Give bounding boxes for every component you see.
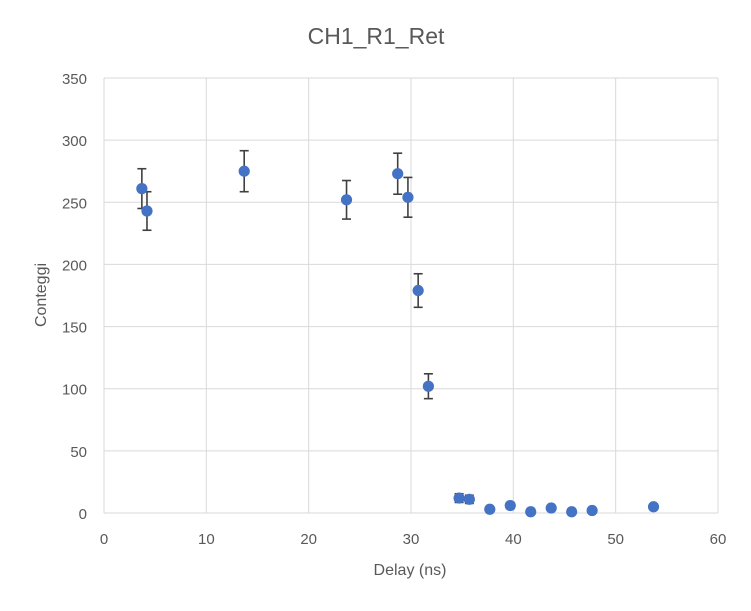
- data-point: [402, 191, 414, 203]
- y-tick-label: 50: [70, 444, 87, 461]
- data-point: [453, 492, 465, 504]
- tick-labels: 0 50 100 150 200 250 300 350 0 10 20 30 40 50 60: [62, 71, 726, 548]
- y-tick-label: 300: [62, 133, 87, 150]
- chart-title: CH1_R1_Ret: [308, 23, 445, 49]
- data-point: [238, 165, 250, 177]
- x-tick-label: 0: [100, 531, 108, 548]
- data-point: [392, 168, 404, 180]
- x-axis-label: Delay (ns): [374, 562, 447, 579]
- data-point: [340, 194, 353, 206]
- gridlines: [103, 77, 719, 514]
- data-point: [525, 506, 537, 518]
- y-tick-label: 150: [62, 320, 87, 337]
- x-tick-label: 50: [607, 531, 624, 548]
- error-bars: [137, 149, 659, 514]
- x-tick-label: 60: [710, 531, 727, 548]
- y-tick-label: 250: [62, 195, 87, 212]
- x-tick-label: 20: [300, 531, 317, 548]
- y-tick-label: 100: [62, 382, 87, 399]
- x-tick-label: 40: [505, 531, 522, 548]
- y-tick-label: 0: [79, 506, 87, 523]
- data-point: [545, 502, 557, 514]
- data-point: [141, 205, 153, 217]
- x-tick-label: 10: [198, 531, 215, 548]
- data-point: [586, 504, 598, 517]
- data-point: [463, 493, 475, 505]
- data-point: [422, 380, 434, 392]
- data-points: [136, 165, 660, 518]
- data-point: [412, 284, 424, 297]
- data-point: [484, 503, 496, 515]
- data-point: [136, 183, 148, 195]
- y-axis-label: Conteggi: [33, 263, 50, 327]
- data-point: [566, 506, 578, 518]
- y-tick-label: 200: [62, 257, 87, 274]
- data-point: [504, 499, 516, 512]
- data-point: [647, 501, 660, 513]
- y-tick-label: 350: [62, 71, 87, 88]
- x-tick-label: 30: [403, 531, 420, 548]
